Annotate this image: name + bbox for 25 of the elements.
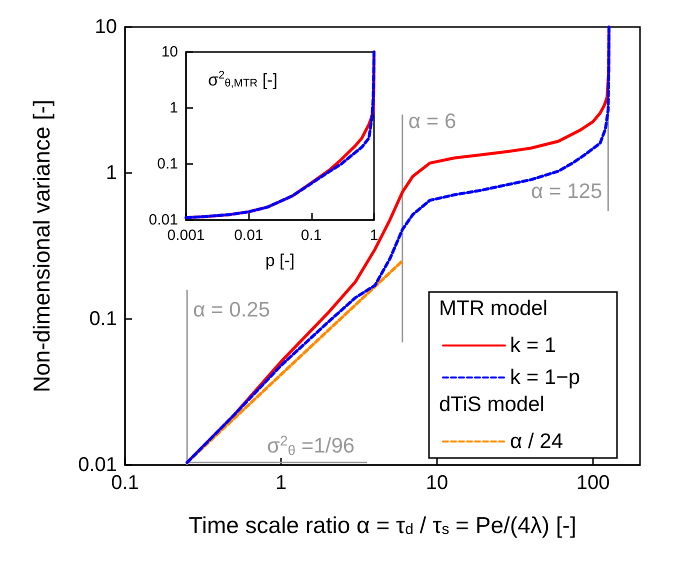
x-tick-label: 1 (275, 472, 287, 494)
ref-line-label: α = 0.25 (193, 298, 270, 322)
x-axis-title: Time scale ratio α = τd / τs = Pe/(4λ) [-] (188, 512, 576, 538)
annotation: MTR model (439, 297, 548, 320)
y-tick-label: 1 (170, 100, 178, 116)
x-tick-label: 0.001 (167, 227, 205, 244)
legend-label: k = 1−p (510, 366, 580, 389)
y-tick-label: 10 (94, 16, 117, 38)
y-tick-label: 0.1 (89, 308, 117, 330)
x-tick-label: 10 (426, 472, 448, 494)
legend-label: k = 1 (510, 334, 556, 357)
legend-label: α / 24 (510, 430, 564, 453)
y-tick-label: 0.01 (148, 212, 178, 228)
x-axis-title: p [-] (265, 251, 295, 270)
ref-line-label: α = 125 (531, 180, 602, 204)
y-axis-title: Non-dimensional variance [-] (28, 100, 54, 392)
annotation: dTiS model (439, 393, 544, 416)
y-tick-label: 10 (161, 44, 178, 60)
ref-line-label: α = 6 (408, 110, 456, 134)
x-tick-label: 1 (370, 227, 378, 244)
x-tick-label: 0.1 (300, 227, 322, 244)
x-tick-label: 0.01 (234, 227, 264, 244)
y-tick-label: 0.1 (157, 156, 178, 172)
x-tick-label: 100 (576, 472, 610, 494)
y-tick-label: 1 (106, 162, 117, 184)
